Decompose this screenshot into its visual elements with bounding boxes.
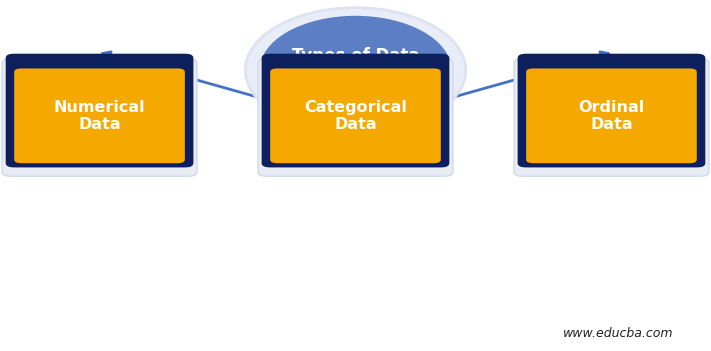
Ellipse shape <box>260 16 451 125</box>
FancyBboxPatch shape <box>6 54 193 167</box>
Text: Types of Data
in Statistics: Types of Data in Statistics <box>292 47 419 86</box>
FancyBboxPatch shape <box>518 54 705 167</box>
Text: www.educba.com: www.educba.com <box>563 327 674 340</box>
FancyBboxPatch shape <box>270 68 441 163</box>
FancyBboxPatch shape <box>262 54 449 167</box>
Text: Categorical
Data: Categorical Data <box>304 100 407 132</box>
FancyBboxPatch shape <box>14 68 185 163</box>
FancyBboxPatch shape <box>258 59 453 176</box>
FancyBboxPatch shape <box>526 68 697 163</box>
Ellipse shape <box>245 8 466 133</box>
FancyBboxPatch shape <box>514 59 709 176</box>
Text: Ordinal
Data: Ordinal Data <box>578 100 645 132</box>
FancyBboxPatch shape <box>2 59 197 176</box>
Text: Numerical
Data: Numerical Data <box>54 100 145 132</box>
